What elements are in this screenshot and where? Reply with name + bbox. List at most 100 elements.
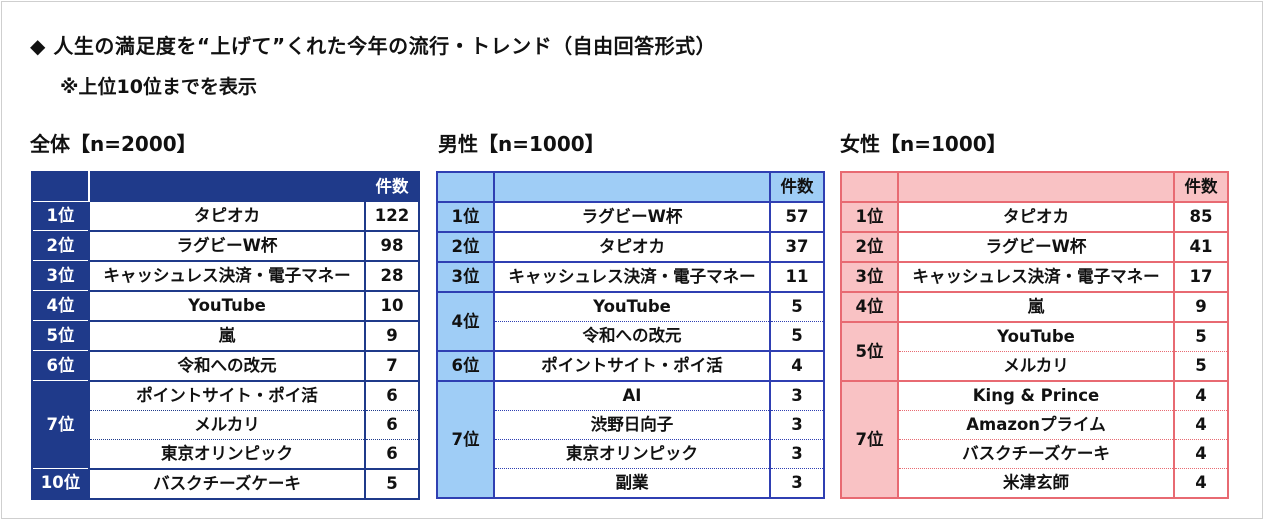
item-name-cell: 令和への改元	[493, 321, 770, 352]
count-cell: 6	[364, 380, 419, 411]
item-name-cell: タピオカ	[88, 201, 365, 232]
count-cell: 10	[364, 290, 419, 322]
table-row: バスクチーズケーキ 4	[841, 439, 1228, 469]
count-cell: 5	[1173, 322, 1228, 352]
count-cell: 3	[769, 381, 824, 411]
ranking-table-all: 件数 1位 タピオカ 122 2位 ラグビーW杯 98 3位 キャッシュレス決済・電子マネー 28…	[31, 171, 420, 500]
rank-cell: 1位	[437, 202, 494, 233]
rank-cell: 6位	[32, 350, 89, 381]
table-row: 米津玄師 4	[841, 468, 1228, 499]
table-row: 2位 タピオカ 37	[437, 232, 824, 263]
count-cell: 6	[364, 410, 419, 440]
rank-cell: 3位	[437, 262, 494, 293]
rank-cell: 4位	[437, 292, 494, 352]
rank-cell: 2位	[841, 232, 898, 263]
table-row: 7位 ポイントサイト・ポイ活 6	[32, 380, 419, 469]
table-row: 5位 YouTube 5	[841, 322, 1228, 382]
item-name-cell: キャッシュレス決済・電子マネー	[493, 262, 770, 293]
table-row: 1位 タピオカ 85	[841, 202, 1228, 233]
header-cell-rank	[437, 172, 494, 203]
count-cell: 11	[769, 262, 824, 293]
rank-cell: 4位	[841, 292, 898, 323]
rank-cell: 10位	[32, 468, 89, 499]
item-name-cell: 東京オリンピック	[88, 439, 365, 470]
rank-cell: 2位	[32, 230, 89, 261]
ranking-table-female: 件数 1位 タピオカ 85 2位 ラグビーW杯 41 3位 キャッシュレス決済・電子マネー 17 4…	[840, 171, 1229, 499]
item-name-cell: ラグビーW杯	[897, 232, 1174, 263]
item-name-cell: 嵐	[88, 320, 365, 352]
count-cell: 3	[769, 410, 824, 440]
item-name-cell: キャッシュレス決済・電子マネー	[897, 262, 1174, 293]
item-name-cell: ラグビーW杯	[88, 230, 365, 262]
count-cell: 37	[769, 232, 824, 263]
panel-title-male: 男性【n=1000】	[438, 132, 605, 156]
table-row: メルカリ 5	[841, 351, 1228, 382]
header-cell-count: 件数	[769, 172, 824, 203]
table-row: 4位 YouTube 10	[32, 290, 419, 322]
figure-title: ◆ 人生の満足度を“上げて”くれた今年の流行・トレンド（自由回答形式）	[30, 34, 717, 58]
count-cell: 4	[769, 351, 824, 382]
panel-title-all: 全体【n=2000】	[30, 132, 197, 156]
count-cell: 57	[769, 202, 824, 233]
table-row: 2位 ラグビーW杯 41	[841, 232, 1228, 263]
table-row: 令和への改元 5	[437, 321, 824, 352]
count-cell: 4	[1173, 381, 1228, 411]
count-cell: 28	[364, 260, 419, 292]
count-cell: 4	[1173, 468, 1228, 499]
header-cell-name	[493, 172, 770, 203]
header-cell-count: 件数	[364, 172, 419, 202]
item-name-cell: メルカリ	[897, 351, 1174, 382]
item-name-cell: タピオカ	[897, 202, 1174, 233]
table-header-row: 件数	[32, 172, 419, 202]
item-name-cell: ポイントサイト・ポイ活	[493, 351, 770, 382]
item-name-cell: YouTube	[897, 322, 1174, 352]
item-name-cell: 嵐	[897, 292, 1174, 323]
figure-note: ※上位10位までを表示	[60, 76, 257, 98]
count-cell: 41	[1173, 232, 1228, 263]
table-row: Amazonプライム 4	[841, 410, 1228, 440]
rank-cell: 1位	[841, 202, 898, 233]
table-row: 1位 タピオカ 122	[32, 201, 419, 232]
count-cell: 5	[769, 321, 824, 352]
header-cell-count: 件数	[1173, 172, 1228, 203]
item-name-cell: タピオカ	[493, 232, 770, 263]
rank-cell: 6位	[437, 351, 494, 382]
item-name-cell: King & Prince	[897, 381, 1174, 411]
header-cell-rank	[32, 172, 89, 202]
panel-title-female: 女性【n=1000】	[840, 132, 1007, 156]
count-cell: 9	[1173, 292, 1228, 323]
header-cell-name	[897, 172, 1174, 203]
rank-cell: 1位	[32, 201, 89, 231]
item-name-cell: YouTube	[88, 290, 365, 322]
item-name-cell: 渋野日向子	[493, 410, 770, 440]
item-name-cell: バスクチーズケーキ	[88, 468, 365, 500]
item-name-cell: YouTube	[493, 292, 770, 322]
item-name-cell: キャッシュレス決済・電子マネー	[88, 260, 365, 292]
count-cell: 4	[1173, 410, 1228, 440]
count-cell: 7	[364, 350, 419, 382]
count-cell: 5	[1173, 351, 1228, 382]
table-row: 3位 キャッシュレス決済・電子マネー 17	[841, 262, 1228, 293]
table-row: メルカリ 6	[32, 410, 419, 440]
table-header-row: 件数	[437, 172, 824, 203]
table-row: 3位 キャッシュレス決済・電子マネー 11	[437, 262, 824, 293]
count-cell: 122	[364, 201, 419, 232]
table-row: 4位嵐 9	[841, 292, 1228, 323]
table-row: 7位 AI 3	[437, 381, 824, 499]
item-name-cell: ラグビーW杯	[493, 202, 770, 233]
count-cell: 6	[364, 439, 419, 470]
item-name-cell: Amazonプライム	[897, 410, 1174, 440]
count-cell: 5	[364, 468, 419, 500]
item-name-cell: AI	[493, 381, 770, 411]
count-cell: 85	[1173, 202, 1228, 233]
rank-cell: 3位	[841, 262, 898, 293]
table-row: 5位嵐 9	[32, 320, 419, 352]
table-row: 渋野日向子 3	[437, 410, 824, 440]
table-row: 7位 King & Prince 4	[841, 381, 1228, 499]
table-row: 6位 ポイントサイト・ポイ活 4	[437, 351, 824, 382]
count-cell: 4	[1173, 439, 1228, 469]
count-cell: 9	[364, 320, 419, 352]
item-name-cell: 令和への改元	[88, 350, 365, 382]
item-name-cell: バスクチーズケーキ	[897, 439, 1174, 469]
header-cell-rank	[841, 172, 898, 203]
